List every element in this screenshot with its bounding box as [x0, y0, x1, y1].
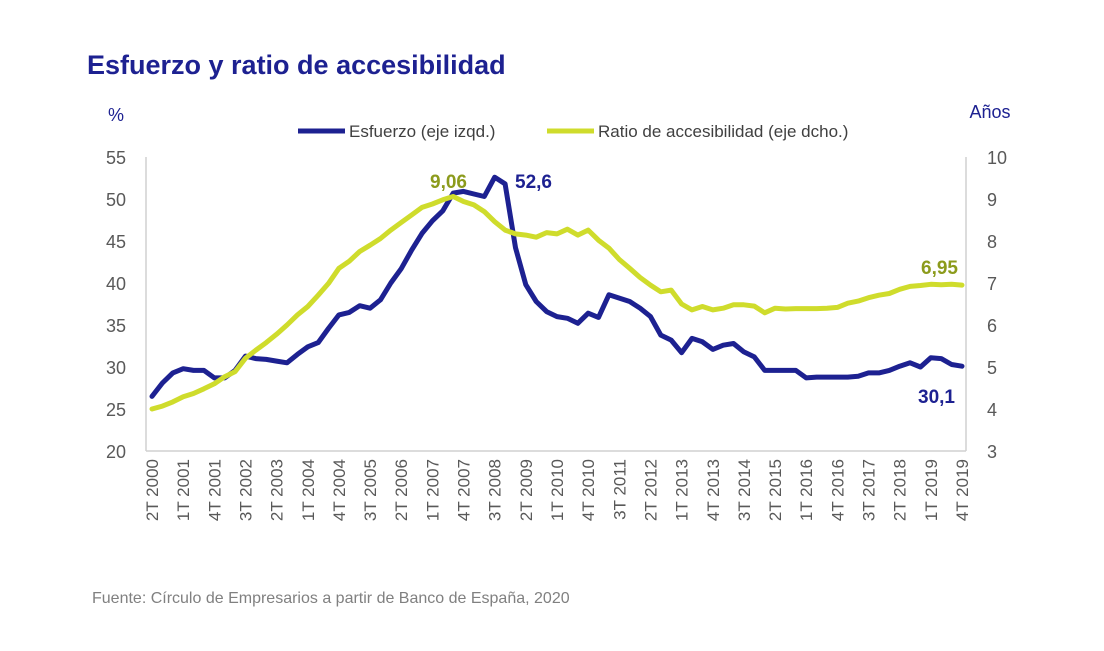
- chart-title: Esfuerzo y ratio de accesibilidad: [87, 50, 506, 80]
- series-line-ratio: [149, 194, 965, 412]
- x-tick-label: 2T 2000: [143, 459, 162, 521]
- right-tick-label: 6: [987, 316, 997, 336]
- data-label: 9,06: [430, 172, 467, 193]
- right-axis-unit: Años: [969, 102, 1010, 122]
- source-note: Fuente: Círculo de Empresarios a partir …: [92, 590, 570, 607]
- x-tick-label: 3T 2008: [486, 459, 505, 521]
- right-tick-label: 8: [987, 232, 997, 252]
- x-tick-label: 4T 2010: [579, 459, 598, 521]
- x-tick-label: 1T 2010: [548, 459, 567, 521]
- x-tick-label: 3T 2005: [361, 459, 380, 521]
- legend-label-ratio: Ratio de accesibilidad (eje dcho.): [598, 122, 848, 141]
- right-tick-label: 5: [987, 358, 997, 378]
- x-tick-label: 3T 2014: [735, 459, 754, 521]
- left-tick-label: 45: [106, 232, 126, 252]
- x-tick-label: 2T 2012: [641, 459, 660, 521]
- series: [149, 174, 965, 412]
- x-tick-label: 2T 2006: [392, 459, 411, 521]
- x-tick-label: 1T 2004: [299, 459, 318, 521]
- left-tick-label: 30: [106, 358, 126, 378]
- data-label: 52,6: [515, 172, 552, 193]
- x-tick-label: 2T 2015: [766, 459, 785, 521]
- x-tick-label: 3T 2011: [610, 459, 629, 520]
- x-tick-label: 4T 2016: [828, 459, 847, 521]
- left-tick-label: 20: [106, 442, 126, 462]
- left-tick-label: 40: [106, 274, 126, 294]
- right-tick-label: 10: [987, 148, 1007, 168]
- right-tick-label: 3: [987, 442, 997, 462]
- x-tick-label: 1T 2001: [174, 459, 193, 521]
- series-line-esfuerzo: [149, 174, 965, 399]
- x-tick-label: 1T 2016: [797, 459, 816, 521]
- x-tick-label: 4T 2007: [455, 459, 474, 521]
- data-label: 6,95: [921, 258, 958, 279]
- legend: Esfuerzo (eje izqd.) Ratio de accesibili…: [298, 122, 848, 141]
- x-tick-label: 4T 2013: [704, 459, 723, 521]
- x-tick-label: 2T 2018: [891, 459, 910, 521]
- right-tick-label: 4: [987, 400, 997, 420]
- x-tick-label: 4T 2001: [205, 459, 224, 521]
- x-tick-label: 2T 2003: [268, 459, 287, 521]
- left-tick-label: 35: [106, 316, 126, 336]
- annotations: 9,06 52,6 6,95 30,1: [430, 172, 958, 408]
- x-tick-label: 4T 2004: [330, 459, 349, 521]
- x-tick-label: 1T 2007: [423, 459, 442, 521]
- legend-label-esfuerzo: Esfuerzo (eje izqd.): [349, 122, 495, 141]
- data-label: 30,1: [918, 387, 955, 408]
- right-tick-label: 7: [987, 274, 997, 294]
- right-tick-label: 9: [987, 190, 997, 210]
- left-tick-label: 25: [106, 400, 126, 420]
- left-axis-unit: %: [108, 105, 124, 125]
- x-tick-label: 4T 2019: [953, 459, 972, 521]
- x-tick-label: 2T 2009: [517, 459, 536, 521]
- x-tick-label: 1T 2019: [922, 459, 941, 521]
- left-tick-label: 55: [106, 148, 126, 168]
- x-tick-label: 3T 2017: [860, 459, 879, 521]
- left-tick-label: 50: [106, 190, 126, 210]
- x-tick-label: 3T 2002: [236, 459, 255, 521]
- x-tick-label: 1T 2013: [673, 459, 692, 521]
